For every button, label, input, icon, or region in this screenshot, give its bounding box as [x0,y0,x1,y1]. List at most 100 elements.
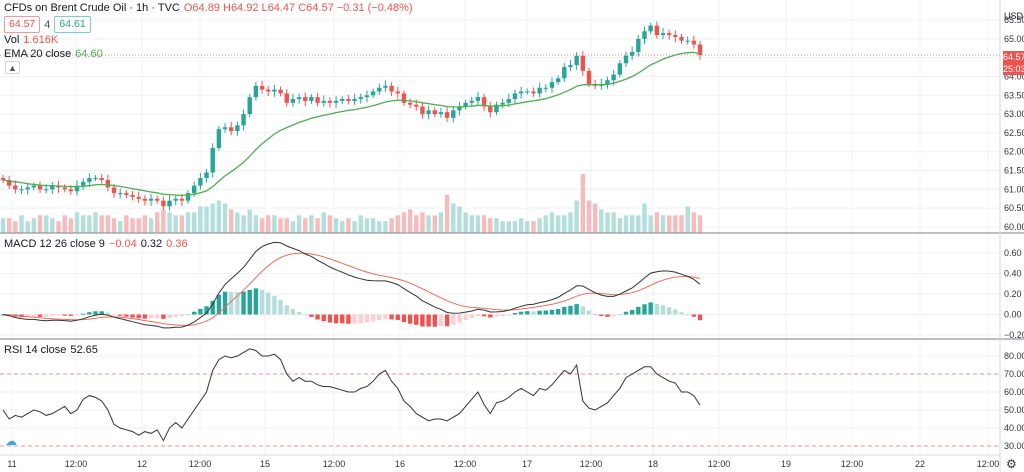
macd-histogram-bar [130,314,135,318]
ema-legend: EMA 20 close 64.60 [4,48,103,60]
countdown-tag: 25:03 [1003,63,1024,75]
volume-bar [241,215,246,233]
candle-body [549,82,555,88]
volume-bar [377,221,382,233]
volume-bar [364,218,370,233]
candle-body [272,89,277,92]
macd-histogram-bar [179,314,185,317]
macd-histogram-bar [167,314,172,318]
candle-body [315,97,320,103]
candle-body [50,185,55,190]
volume-bar [68,218,74,233]
volume-bar [87,215,92,233]
macd-tick-label: 0.60 [1004,248,1022,258]
macd-histogram-bar [185,314,191,316]
volume-bar [173,215,178,233]
volume-bar [654,212,660,233]
candle-body [99,178,104,180]
symbol-title[interactable]: CFDs on Brent Crude Oil · 1h · TVC [4,2,180,14]
symbol-legend: CFDs on Brent Crude Oil · 1h · TVC O64.8… [4,2,413,14]
macd-histogram-bar [148,314,154,319]
macd-histogram-bar [525,311,530,315]
spread-value: 4 [44,18,51,31]
collapse-legend-button[interactable]: ▲ [5,61,20,74]
volume-bar [549,212,555,233]
x-tick-label: 12:00 [65,459,88,469]
candle-body [259,85,265,90]
macd-histogram-bar [290,309,296,315]
candle-body [555,78,561,83]
macd-histogram-bar [198,308,203,315]
volume-bar [352,221,357,233]
macd-histogram-bar [315,314,320,320]
candle-body [518,91,524,94]
volume-bar [543,215,548,233]
macd-tick-label: 0.40 [1004,269,1022,279]
volume-bar [43,215,49,233]
volume-bar [358,215,363,233]
macd-histogram-bar [62,314,67,316]
rsi-tick-label: 70.00 [1004,369,1024,379]
macd-signal-line [2,252,701,326]
macd-histogram-bar [549,309,555,315]
macd-histogram-bar [617,314,623,316]
macd-histogram-bar [463,314,468,321]
macd-label[interactable]: MACD 12 26 close 9 [4,238,105,250]
candle-body [222,127,228,130]
macd-line-value: 0.32 [140,238,163,250]
ask-price-button[interactable]: 64.61 [54,16,91,33]
candle-body [525,91,530,93]
macd-histogram-bar [685,314,690,316]
candle-body [19,189,24,191]
candle-body [241,114,246,126]
volume-bar [636,215,641,233]
candle-body [463,102,468,107]
bid-price-button[interactable]: 64.57 [4,16,41,33]
volume-bar [148,218,154,233]
cloud-icon[interactable]: ☁ [5,434,17,448]
volume-bar [432,215,437,233]
candle-body [685,40,690,42]
volume-bar [253,215,259,233]
volume-bar [414,215,419,233]
ema-label[interactable]: EMA 20 close [4,48,72,60]
rsi-tick-label: 80.00 [1004,351,1024,361]
macd-histogram-bar [679,312,684,315]
volume-bar [642,203,647,233]
volume-bar [93,212,98,233]
candle-body [155,198,160,201]
candle-body [167,200,172,207]
macd-signal-value: 0.36 [166,238,188,250]
volume-bar [278,218,283,233]
volume-bar [327,215,333,233]
volume-bar [685,206,690,233]
rsi-label[interactable]: RSI 14 close [4,344,67,356]
candle-body [506,99,511,103]
candle-body [364,95,370,98]
candle-body [691,40,697,45]
macd-histogram-bar [210,300,215,315]
macd-histogram-bar [155,314,160,319]
macd-histogram-bar [666,307,672,315]
rsi-tick-label: 60.00 [1004,387,1024,397]
candle-body [401,93,407,103]
volume-bar [488,218,493,233]
candle-body [352,99,357,101]
volume-bar [266,215,271,233]
volume-bar [691,212,697,233]
candle-body [512,93,518,100]
rsi-tick-label: 50.00 [1004,405,1024,415]
volume-bar [37,215,43,233]
volume-bar [389,218,394,233]
candle-body [136,196,141,199]
macd-histogram-bar [68,314,74,316]
candle-body [340,99,345,101]
macd-histogram-bar [266,292,271,315]
macd-histogram-bar [500,314,505,316]
volume-label[interactable]: Vol [4,34,20,46]
candle-body [623,55,629,64]
gear-icon[interactable]: ⚙ [1006,457,1017,471]
macd-histogram-bar [543,310,548,315]
macd-histogram-bar [673,309,678,315]
